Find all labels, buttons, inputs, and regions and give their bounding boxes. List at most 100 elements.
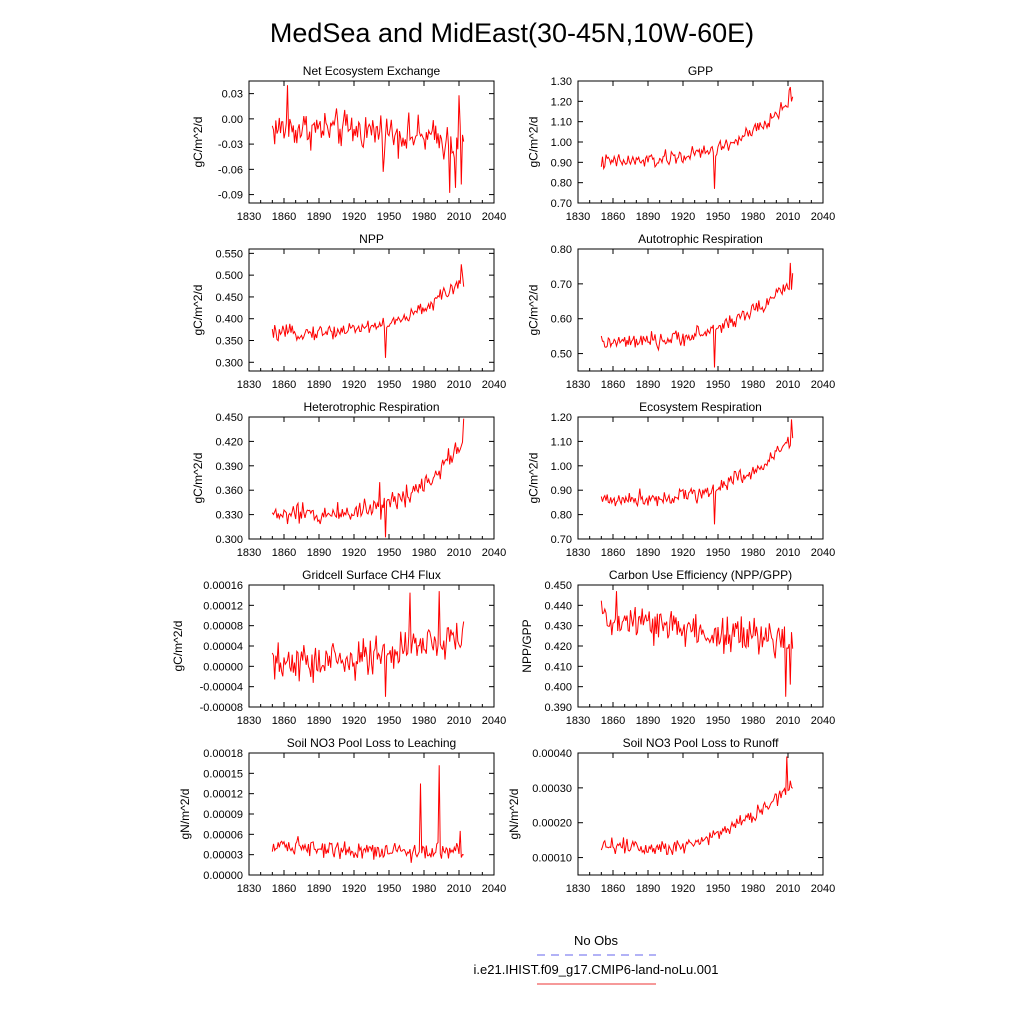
y-tick-label: 0.450 (215, 412, 243, 424)
series-line (600, 756, 794, 855)
y-tick-label: 0.440 (544, 600, 572, 612)
x-tick-label: 1860 (601, 883, 625, 895)
x-tick-label: 1890 (307, 211, 331, 223)
y-tick-label: 0.00040 (532, 748, 572, 760)
y-tick-label: 0.00015 (203, 768, 243, 780)
x-tick-label: 1830 (566, 715, 590, 727)
y-axis-label: NPP/GPP (520, 619, 534, 672)
x-tick-label: 2040 (482, 547, 506, 559)
y-tick-label: 0.50 (551, 349, 572, 361)
x-tick-label: 1890 (307, 379, 331, 391)
y-tick-label: -0.09 (218, 190, 243, 202)
y-tick-label: 0.80 (551, 510, 572, 522)
y-axis-label: gC/m^2/d (527, 117, 541, 168)
x-tick-label: 1920 (671, 211, 695, 223)
y-tick-label: 1.10 (551, 117, 572, 129)
y-tick-label: 0.00008 (203, 621, 243, 633)
x-tick-label: 1830 (237, 211, 261, 223)
y-tick-label: 0.00012 (203, 600, 243, 612)
x-tick-label: 2010 (776, 883, 800, 895)
x-tick-label: 2010 (447, 211, 471, 223)
x-tick-label: 1980 (741, 547, 765, 559)
plot-frame (248, 752, 495, 876)
y-tick-label: 0.390 (544, 702, 572, 714)
x-tick-label: 2040 (811, 211, 835, 223)
legend-label-obs: No Obs (574, 933, 619, 948)
y-tick-label: 0.70 (551, 534, 572, 546)
panel-title: Gridcell Surface CH4 Flux (302, 568, 441, 582)
series-line (600, 419, 794, 525)
y-tick-label: 0.500 (215, 270, 243, 282)
x-tick-label: 1860 (272, 211, 296, 223)
x-tick-label: 1980 (412, 211, 436, 223)
x-tick-label: 2040 (811, 379, 835, 391)
y-tick-label: 0.00006 (203, 829, 243, 841)
y-tick-label: 0.00000 (203, 870, 243, 882)
x-tick-label: 1920 (342, 211, 366, 223)
x-tick-label: 2040 (482, 211, 506, 223)
y-axis-label: gC/m^2/d (191, 453, 205, 504)
x-tick-label: 1890 (636, 211, 660, 223)
x-tick-label: 2010 (447, 883, 471, 895)
chart-panel-6: 1830 1860 1890 1920 1950 1980 2010 2040 0.70 0.80… (527, 400, 836, 559)
y-tick-label: 1.00 (551, 137, 572, 149)
x-tick-label: 1920 (671, 883, 695, 895)
y-tick-label: 0.400 (544, 682, 572, 694)
x-tick-label: 2040 (482, 379, 506, 391)
y-tick-label: 0.90 (551, 485, 572, 497)
y-tick-label: 0.00009 (203, 809, 243, 821)
y-axis-label: gC/m^2/d (191, 285, 205, 336)
x-tick-label: 1950 (377, 715, 401, 727)
x-tick-label: 1860 (272, 379, 296, 391)
y-tick-label: 0.00010 (532, 853, 572, 865)
x-tick-label: 2010 (776, 211, 800, 223)
panel-title: Net Ecosystem Exchange (303, 64, 441, 78)
y-tick-label: 0.360 (215, 485, 243, 497)
y-axis-label: gN/m^2/d (507, 789, 521, 840)
legend-label-model: i.e21.IHIST.f09_g17.CMIP6-land-noLu.001 (474, 962, 719, 977)
x-tick-label: 1830 (566, 547, 590, 559)
x-tick-label: 2040 (482, 883, 506, 895)
x-tick-label: 1920 (342, 883, 366, 895)
y-tick-label: 0.00 (222, 114, 243, 126)
x-tick-label: 1890 (636, 715, 660, 727)
chart-panel-2: 1830 1860 1890 1920 1950 1980 2010 2040 0.70 0.80… (527, 64, 836, 223)
y-tick-label: 0.00030 (532, 783, 572, 795)
chart-panel-3: 1830 1860 1890 1920 1950 1980 2010 2040 0.300 0.3… (191, 232, 506, 391)
y-tick-label: 0.450 (544, 580, 572, 592)
y-tick-label: 0.410 (544, 661, 572, 673)
x-tick-label: 1830 (237, 883, 261, 895)
x-tick-label: 1980 (741, 883, 765, 895)
x-tick-label: 1950 (706, 883, 730, 895)
y-tick-label: 0.00003 (203, 850, 243, 862)
plot-frame (248, 584, 495, 708)
plot-frame (248, 248, 495, 372)
y-tick-label: 0.450 (215, 292, 243, 304)
y-tick-label: 0.00020 (532, 818, 572, 830)
x-tick-label: 1950 (377, 883, 401, 895)
x-tick-label: 2010 (776, 715, 800, 727)
y-tick-label: -0.03 (218, 139, 243, 151)
plot-frame (248, 80, 495, 204)
x-tick-label: 1920 (342, 715, 366, 727)
x-tick-label: 1830 (237, 379, 261, 391)
x-tick-label: 1830 (237, 547, 261, 559)
y-tick-label: 0.300 (215, 357, 243, 369)
panel-title: Heterotrophic Respiration (303, 400, 439, 414)
figure-title: MedSea and MidEast(30-45N,10W-60E) (270, 18, 754, 48)
y-axis-label: gC/m^2/d (171, 621, 185, 672)
x-tick-label: 1860 (272, 715, 296, 727)
x-tick-label: 2040 (811, 883, 835, 895)
x-tick-label: 2010 (447, 715, 471, 727)
x-tick-label: 1830 (237, 715, 261, 727)
plot-frame (577, 416, 824, 540)
x-tick-label: 1920 (671, 715, 695, 727)
chart-panel-8: 1830 1860 1890 1920 1950 1980 2010 2040 0.390 0.4… (520, 568, 835, 727)
series-line (271, 765, 464, 863)
x-tick-label: 1950 (706, 379, 730, 391)
plot-frame (248, 416, 495, 540)
y-axis-label: gC/m^2/d (191, 117, 205, 168)
x-tick-label: 2040 (482, 715, 506, 727)
x-tick-label: 1950 (377, 379, 401, 391)
